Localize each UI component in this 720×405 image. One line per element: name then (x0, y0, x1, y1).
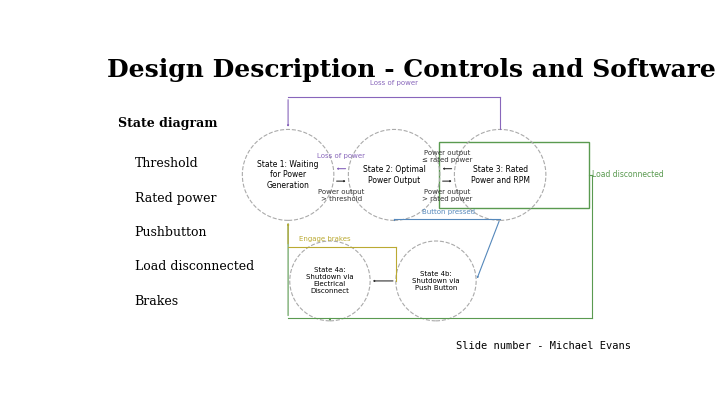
Text: Load disconnected: Load disconnected (593, 171, 664, 179)
Text: State 4b:
Shutdown via
Push Button: State 4b: Shutdown via Push Button (412, 271, 460, 291)
Text: State diagram: State diagram (118, 117, 217, 130)
Text: Threshold: Threshold (135, 158, 199, 171)
Text: Loss of power: Loss of power (370, 80, 418, 86)
Text: Button pressed: Button pressed (422, 209, 475, 215)
Text: Slide number - Michael Evans: Slide number - Michael Evans (456, 341, 631, 351)
Text: State 4a:
Shutdown via
Electrical
Disconnect: State 4a: Shutdown via Electrical Discon… (306, 267, 354, 294)
Text: Pushbutton: Pushbutton (135, 226, 207, 239)
Text: Power output
> rated power: Power output > rated power (422, 189, 472, 202)
Text: Power output
> threshold: Power output > threshold (318, 189, 364, 202)
Text: State 2: Optimal
Power Output: State 2: Optimal Power Output (363, 165, 426, 185)
Text: State 1: Waiting
for Power
Generation: State 1: Waiting for Power Generation (257, 160, 319, 190)
Text: Engage brakes: Engage brakes (300, 236, 351, 242)
Text: Brakes: Brakes (135, 295, 179, 308)
Text: Load disconnected: Load disconnected (135, 260, 254, 273)
Text: Design Description - Controls and Software: Design Description - Controls and Softwa… (107, 58, 716, 82)
Text: Loss of power: Loss of power (317, 153, 365, 159)
Text: State 3: Rated
Power and RPM: State 3: Rated Power and RPM (471, 165, 530, 185)
Text: Power output
≤ rated power: Power output ≤ rated power (422, 150, 472, 163)
Bar (438, 142, 590, 208)
Text: Rated power: Rated power (135, 192, 216, 205)
